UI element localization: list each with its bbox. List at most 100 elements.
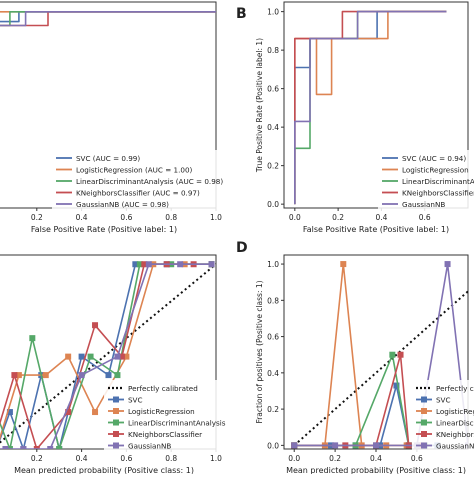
series-line-GaussianNB <box>0 11 216 27</box>
y-tick-label: 0.2 <box>267 162 279 171</box>
y-tick-label: 0.0 <box>267 441 279 450</box>
legend-label: GaussianNB <box>436 442 474 451</box>
panel-b: 0.0 0.2 0.4 0.6 0.0 0.2 0.4 0.6 0.8 1.0 False Posi… <box>255 1 474 234</box>
x-tick-label: 1.0 <box>210 213 222 222</box>
marker-LinearDiscriminantAnalysis <box>6 446 13 449</box>
legend-label: LogisticRegression <box>402 166 469 175</box>
plot-area <box>293 10 447 205</box>
marker-LinearDiscriminantAnalysis <box>389 351 396 358</box>
x-tick-label: 0.2 <box>329 454 341 463</box>
x-tick-label: 0.0 <box>289 213 301 222</box>
x-tick-label: 0.4 <box>76 213 88 222</box>
marker-GaussianNB <box>78 372 85 379</box>
marker-KNeighborsClassifier <box>33 446 40 449</box>
marker-KNeighborsClassifier <box>397 351 404 358</box>
legend-label: LogisticRegression <box>128 407 195 416</box>
x-tick-label: 0.4 <box>76 454 88 463</box>
marker-SVC <box>105 372 112 379</box>
series-line-GaussianNB <box>293 10 447 205</box>
legend-marker <box>113 419 119 426</box>
marker-GaussianNB <box>145 261 152 268</box>
series-line-reference <box>0 263 216 444</box>
legend: SVC (AUC = 0.94) LogisticRegression Linear… <box>378 150 474 214</box>
y-tick-label: 0.8 <box>267 46 279 55</box>
x-axis-label: False Positive Rate (Positive label: 1) <box>303 225 449 234</box>
marker-LogisticRegression <box>340 261 347 268</box>
x-axis-label: Mean predicted probability (Positive cla… <box>14 466 194 474</box>
legend-label: KNeighborsClassifier <box>128 430 202 439</box>
marker-LogisticRegression <box>92 409 99 416</box>
marker-GaussianNB <box>444 261 451 268</box>
y-tick-label: 0.8 <box>267 296 279 305</box>
legend-label: Perfectly calibrated <box>128 384 198 393</box>
legend-label: SVC (AUC = 0.99) <box>76 154 140 163</box>
legend-label: SVC (AUC = 0.94) <box>402 154 466 163</box>
x-tick-label: 0.2 <box>31 454 43 463</box>
legend-marker <box>113 408 119 414</box>
legend-label: SVC <box>436 396 451 405</box>
legend-label: SVC <box>128 396 143 405</box>
legend-label: LinearDiscriminantAnalysis <box>128 419 226 428</box>
x-tick-label: 1.0 <box>210 454 222 463</box>
series-line-GaussianNB <box>294 263 468 447</box>
legend-marker <box>421 431 427 437</box>
legend-marker <box>421 396 427 403</box>
legend-label: Perfectly calibrated <box>436 384 474 393</box>
legend-marker <box>421 408 427 414</box>
legend-label: LinearDiscriminantAnalysis <box>402 177 474 186</box>
marker-LogisticRegression <box>15 372 22 379</box>
x-tick-label: 0.6 <box>120 213 132 222</box>
panel-c: 0.2 0.4 0.6 0.8 1.0 Mean predicted probabilit… <box>0 254 254 475</box>
panel-letter-d: D <box>236 240 248 256</box>
legend-label: GaussianNB (AUC = 0.98) <box>76 200 169 209</box>
y-tick-label: 0.4 <box>267 369 279 378</box>
x-tick-label: 0.2 <box>31 213 43 222</box>
marker-LogisticRegression <box>123 353 130 360</box>
x-tick-label: 0.4 <box>370 454 382 463</box>
marker-GaussianNB <box>332 442 339 449</box>
marker-KNeighborsClassifier <box>11 372 18 379</box>
x-tick-label: 0.0 <box>288 454 300 463</box>
panel-letter-b: B <box>236 6 247 22</box>
y-tick-label: 0.2 <box>267 405 279 414</box>
marker-KNeighborsClassifier <box>65 409 72 416</box>
marker-LinearDiscriminantAnalysis <box>29 335 36 342</box>
plot-area <box>0 11 216 27</box>
plot-area <box>0 261 216 449</box>
x-tick-label: 0.4 <box>375 213 387 222</box>
marker-GaussianNB <box>291 442 298 449</box>
marker-SVC <box>78 353 85 360</box>
marker-SVC <box>393 382 400 389</box>
marker-SVC <box>6 409 13 416</box>
legend-marker <box>113 442 119 449</box>
marker-KNeighborsClassifier <box>141 261 148 268</box>
legend-label: LogisticRegression <box>436 407 474 416</box>
legend: Perfectly calibrated SVC LogisticRegressio… <box>412 380 474 455</box>
x-tick-label: 0.6 <box>419 213 431 222</box>
x-tick-label: 0.6 <box>411 454 423 463</box>
legend-label: KNeighborsClassifier <box>436 430 474 439</box>
marker-GaussianNB <box>373 442 379 449</box>
legend-marker <box>421 442 427 449</box>
y-axis-label: Fraction of positives (Positive class: 1… <box>255 280 264 423</box>
legend-label: GaussianNB <box>128 442 171 451</box>
y-tick-label: 1.0 <box>267 260 279 269</box>
x-tick-label: 0.6 <box>120 454 132 463</box>
marker-GaussianNB <box>208 261 215 268</box>
legend-marker <box>113 396 119 403</box>
marker-LinearDiscriminantAnalysis <box>87 353 94 360</box>
marker-KNeighborsClassifier <box>118 353 125 360</box>
marker-LogisticRegression <box>42 372 49 379</box>
legend-label: KNeighborsClassifier <box>402 189 474 198</box>
x-axis-label: False Positive Rate (Positive label: 1) <box>31 225 177 234</box>
y-tick-label: 0.6 <box>267 85 279 94</box>
marker-LinearDiscriminantAnalysis <box>114 372 121 379</box>
x-axis-label: Mean predicted probability (Positive cla… <box>286 466 466 474</box>
marker-GaussianNB <box>2 446 9 449</box>
marker-GaussianNB <box>177 261 184 268</box>
marker-GaussianNB <box>20 446 27 449</box>
legend-marker <box>421 419 427 426</box>
marker-SVC <box>132 261 139 268</box>
